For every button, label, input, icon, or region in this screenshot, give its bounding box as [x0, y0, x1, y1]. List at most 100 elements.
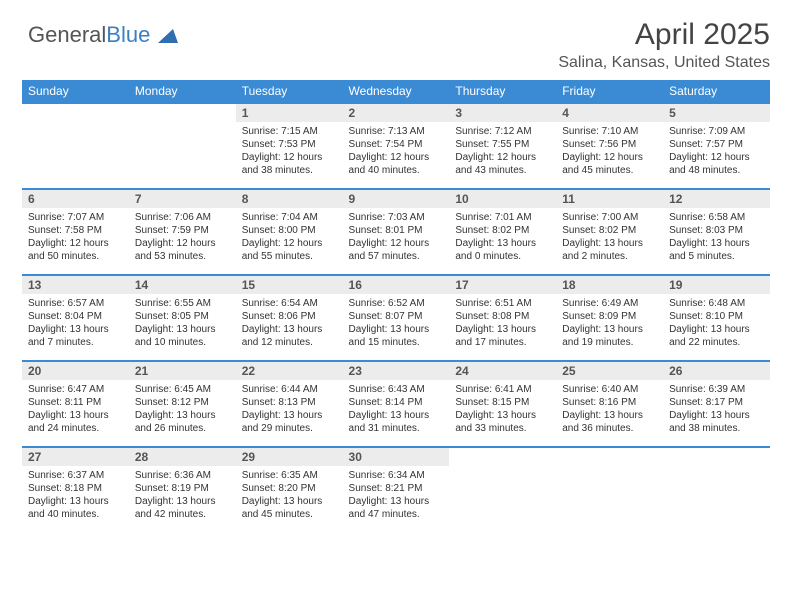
day-details: Sunrise: 6:45 AMSunset: 8:12 PMDaylight:… — [129, 380, 236, 439]
sunset-line: Sunset: 8:12 PM — [135, 396, 230, 409]
daylight-line: Daylight: 13 hours and 17 minutes. — [455, 323, 550, 349]
weekday-header: Monday — [129, 80, 236, 103]
calendar-day-cell: 20Sunrise: 6:47 AMSunset: 8:11 PMDayligh… — [22, 361, 129, 447]
daylight-line: Daylight: 13 hours and 5 minutes. — [669, 237, 764, 263]
daylight-line: Daylight: 13 hours and 10 minutes. — [135, 323, 230, 349]
sunset-line: Sunset: 7:57 PM — [669, 138, 764, 151]
sunset-line: Sunset: 8:14 PM — [349, 396, 444, 409]
daylight-line: Daylight: 13 hours and 29 minutes. — [242, 409, 337, 435]
day-details: Sunrise: 6:51 AMSunset: 8:08 PMDaylight:… — [449, 294, 556, 353]
day-details: Sunrise: 6:43 AMSunset: 8:14 PMDaylight:… — [343, 380, 450, 439]
sunset-line: Sunset: 7:59 PM — [135, 224, 230, 237]
day-details: Sunrise: 7:10 AMSunset: 7:56 PMDaylight:… — [556, 122, 663, 181]
daylight-line: Daylight: 12 hours and 53 minutes. — [135, 237, 230, 263]
calendar-day-cell: 11Sunrise: 7:00 AMSunset: 8:02 PMDayligh… — [556, 189, 663, 275]
calendar-day-cell: 30Sunrise: 6:34 AMSunset: 8:21 PMDayligh… — [343, 447, 450, 533]
day-number: 23 — [343, 362, 450, 380]
brand-triangle-icon — [158, 23, 178, 49]
calendar-week-row: 27Sunrise: 6:37 AMSunset: 8:18 PMDayligh… — [22, 447, 770, 533]
location-subtitle: Salina, Kansas, United States — [22, 54, 770, 72]
sunrise-line: Sunrise: 7:09 AM — [669, 125, 764, 138]
weekday-header: Saturday — [663, 80, 770, 103]
day-details: Sunrise: 6:58 AMSunset: 8:03 PMDaylight:… — [663, 208, 770, 267]
daylight-line: Daylight: 13 hours and 42 minutes. — [135, 495, 230, 521]
sunrise-line: Sunrise: 6:37 AM — [28, 469, 123, 482]
calendar-day-cell: 15Sunrise: 6:54 AMSunset: 8:06 PMDayligh… — [236, 275, 343, 361]
sunrise-line: Sunrise: 7:15 AM — [242, 125, 337, 138]
sunrise-line: Sunrise: 6:49 AM — [562, 297, 657, 310]
day-number: 2 — [343, 104, 450, 122]
sunset-line: Sunset: 8:03 PM — [669, 224, 764, 237]
sunset-line: Sunset: 7:55 PM — [455, 138, 550, 151]
day-number: 26 — [663, 362, 770, 380]
daylight-line: Daylight: 13 hours and 47 minutes. — [349, 495, 444, 521]
calendar-body: 1Sunrise: 7:15 AMSunset: 7:53 PMDaylight… — [22, 103, 770, 533]
day-number: 21 — [129, 362, 236, 380]
calendar-day-cell: 8Sunrise: 7:04 AMSunset: 8:00 PMDaylight… — [236, 189, 343, 275]
sunset-line: Sunset: 8:08 PM — [455, 310, 550, 323]
calendar-day-cell: 21Sunrise: 6:45 AMSunset: 8:12 PMDayligh… — [129, 361, 236, 447]
sunrise-line: Sunrise: 6:35 AM — [242, 469, 337, 482]
calendar-day-cell: 13Sunrise: 6:57 AMSunset: 8:04 PMDayligh… — [22, 275, 129, 361]
sunset-line: Sunset: 8:04 PM — [28, 310, 123, 323]
daylight-line: Daylight: 13 hours and 31 minutes. — [349, 409, 444, 435]
sunrise-line: Sunrise: 7:10 AM — [562, 125, 657, 138]
day-number: 13 — [22, 276, 129, 294]
sunrise-line: Sunrise: 7:04 AM — [242, 211, 337, 224]
sunrise-line: Sunrise: 6:40 AM — [562, 383, 657, 396]
daylight-line: Daylight: 13 hours and 33 minutes. — [455, 409, 550, 435]
sunset-line: Sunset: 8:10 PM — [669, 310, 764, 323]
daylight-line: Daylight: 12 hours and 38 minutes. — [242, 151, 337, 177]
calendar-day-cell: 7Sunrise: 7:06 AMSunset: 7:59 PMDaylight… — [129, 189, 236, 275]
sunset-line: Sunset: 8:00 PM — [242, 224, 337, 237]
day-details: Sunrise: 7:12 AMSunset: 7:55 PMDaylight:… — [449, 122, 556, 181]
day-details: Sunrise: 6:39 AMSunset: 8:17 PMDaylight:… — [663, 380, 770, 439]
sunrise-line: Sunrise: 6:41 AM — [455, 383, 550, 396]
calendar-empty-cell — [129, 103, 236, 189]
day-details: Sunrise: 7:04 AMSunset: 8:00 PMDaylight:… — [236, 208, 343, 267]
day-number: 14 — [129, 276, 236, 294]
sunrise-line: Sunrise: 6:48 AM — [669, 297, 764, 310]
sunrise-line: Sunrise: 6:39 AM — [669, 383, 764, 396]
sunrise-line: Sunrise: 7:13 AM — [349, 125, 444, 138]
calendar-day-cell: 24Sunrise: 6:41 AMSunset: 8:15 PMDayligh… — [449, 361, 556, 447]
calendar-day-cell: 29Sunrise: 6:35 AMSunset: 8:20 PMDayligh… — [236, 447, 343, 533]
day-number: 10 — [449, 190, 556, 208]
brand-logo: GeneralBlue — [28, 22, 178, 49]
day-details: Sunrise: 6:47 AMSunset: 8:11 PMDaylight:… — [22, 380, 129, 439]
day-details: Sunrise: 6:48 AMSunset: 8:10 PMDaylight:… — [663, 294, 770, 353]
calendar-week-row: 13Sunrise: 6:57 AMSunset: 8:04 PMDayligh… — [22, 275, 770, 361]
sunrise-line: Sunrise: 6:47 AM — [28, 383, 123, 396]
day-details: Sunrise: 7:13 AMSunset: 7:54 PMDaylight:… — [343, 122, 450, 181]
sunrise-line: Sunrise: 6:52 AM — [349, 297, 444, 310]
sunset-line: Sunset: 8:16 PM — [562, 396, 657, 409]
calendar-table: SundayMondayTuesdayWednesdayThursdayFrid… — [22, 80, 770, 533]
day-details: Sunrise: 6:49 AMSunset: 8:09 PMDaylight:… — [556, 294, 663, 353]
calendar-day-cell: 12Sunrise: 6:58 AMSunset: 8:03 PMDayligh… — [663, 189, 770, 275]
weekday-header: Tuesday — [236, 80, 343, 103]
day-details: Sunrise: 6:37 AMSunset: 8:18 PMDaylight:… — [22, 466, 129, 525]
sunset-line: Sunset: 8:13 PM — [242, 396, 337, 409]
sunrise-line: Sunrise: 7:00 AM — [562, 211, 657, 224]
calendar-day-cell: 1Sunrise: 7:15 AMSunset: 7:53 PMDaylight… — [236, 103, 343, 189]
sunrise-line: Sunrise: 6:44 AM — [242, 383, 337, 396]
day-number: 16 — [343, 276, 450, 294]
sunset-line: Sunset: 8:15 PM — [455, 396, 550, 409]
day-details: Sunrise: 6:52 AMSunset: 8:07 PMDaylight:… — [343, 294, 450, 353]
day-number: 6 — [22, 190, 129, 208]
daylight-line: Daylight: 12 hours and 43 minutes. — [455, 151, 550, 177]
day-number: 25 — [556, 362, 663, 380]
daylight-line: Daylight: 12 hours and 48 minutes. — [669, 151, 764, 177]
sunset-line: Sunset: 7:56 PM — [562, 138, 657, 151]
calendar-empty-cell — [556, 447, 663, 533]
calendar-empty-cell — [449, 447, 556, 533]
day-number: 8 — [236, 190, 343, 208]
day-number: 29 — [236, 448, 343, 466]
brand-part2: Blue — [106, 22, 150, 47]
day-details: Sunrise: 6:34 AMSunset: 8:21 PMDaylight:… — [343, 466, 450, 525]
calendar-day-cell: 9Sunrise: 7:03 AMSunset: 8:01 PMDaylight… — [343, 189, 450, 275]
calendar-day-cell: 16Sunrise: 6:52 AMSunset: 8:07 PMDayligh… — [343, 275, 450, 361]
day-details: Sunrise: 6:40 AMSunset: 8:16 PMDaylight:… — [556, 380, 663, 439]
sunrise-line: Sunrise: 6:36 AM — [135, 469, 230, 482]
calendar-empty-cell — [663, 447, 770, 533]
